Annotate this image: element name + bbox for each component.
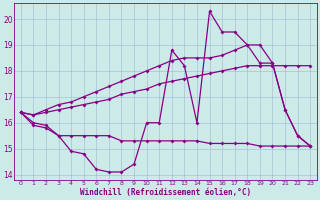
X-axis label: Windchill (Refroidissement éolien,°C): Windchill (Refroidissement éolien,°C) (80, 188, 251, 197)
